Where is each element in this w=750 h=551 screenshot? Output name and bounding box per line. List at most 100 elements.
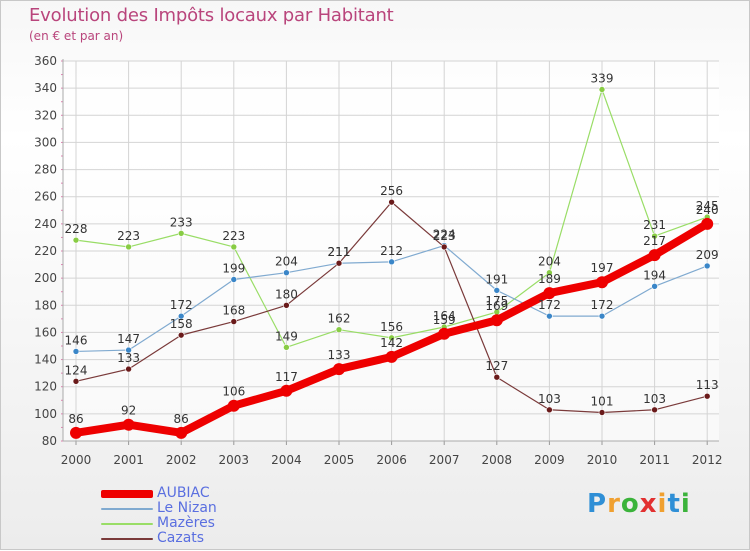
y-tick-label: 360 <box>34 54 57 68</box>
data-label-maz-res: 223 <box>117 229 140 243</box>
logo-letter: o <box>620 489 640 519</box>
data-point-le-nizan <box>230 276 238 283</box>
data-label-aubiac: 217 <box>643 234 666 248</box>
data-label-maz-res: 233 <box>170 215 193 229</box>
data-label-cazats: 211 <box>328 245 351 259</box>
data-point-maz-res <box>598 86 606 93</box>
legend-item-le-nizan: Le Nizan <box>101 501 217 516</box>
data-label-cazats: 103 <box>643 392 666 406</box>
data-point-cazats <box>703 392 711 400</box>
data-label-le-nizan: 212 <box>380 244 403 258</box>
x-tick-label: 2005 <box>324 453 355 467</box>
grid-layer <box>63 60 719 442</box>
data-label-maz-res: 175 <box>485 294 508 308</box>
data-label-aubiac: 197 <box>591 261 614 275</box>
y-tick-label: 320 <box>34 108 57 122</box>
data-point-cazats <box>125 365 132 373</box>
logo-letter: i <box>680 489 691 519</box>
chart-subtitle: (en € et par an) <box>29 29 124 43</box>
data-label-le-nizan: 194 <box>643 268 666 282</box>
data-label-maz-res: 204 <box>538 255 561 269</box>
y-tick-label: 240 <box>34 217 57 231</box>
y-tick-label: 120 <box>34 380 57 394</box>
data-point-le-nizan <box>177 312 185 320</box>
legend-swatch-aubiac <box>101 489 153 498</box>
data-label-le-nizan: 209 <box>696 248 719 262</box>
data-point-aubiac <box>175 426 188 439</box>
legend-item-cazats: Cazats <box>101 531 217 546</box>
data-label-maz-res: 228 <box>65 222 88 236</box>
logo-letter: i <box>657 489 668 519</box>
legend-swatch-mazeres <box>101 522 153 525</box>
y-tick-label: 140 <box>34 353 57 367</box>
data-label-cazats: 158 <box>170 317 193 331</box>
legend-label-cazats: Cazats <box>157 530 205 546</box>
x-tick-label: 2010 <box>587 453 618 467</box>
logo-letter: x <box>639 489 658 519</box>
y-tick-label: 100 <box>34 407 57 421</box>
legend: AUBIAC Le Nizan Mazères Cazats <box>101 486 217 546</box>
legend-label-le-nizan: Le Nizan <box>157 500 217 516</box>
data-label-le-nizan: 146 <box>65 333 88 347</box>
data-label-le-nizan: 172 <box>170 298 193 312</box>
data-point-cazats <box>598 409 606 416</box>
data-point-cazats <box>335 259 343 267</box>
data-label-aubiac: 92 <box>121 404 136 418</box>
data-point-maz-res <box>72 236 80 244</box>
data-label-maz-res: 245 <box>696 199 719 213</box>
data-label-le-nizan: 199 <box>222 262 245 276</box>
data-point-cazats <box>230 318 238 325</box>
y-tick-label: 180 <box>34 298 57 312</box>
data-point-le-nizan <box>598 312 606 320</box>
data-point-maz-res <box>177 230 185 237</box>
data-point-cazats <box>440 243 448 251</box>
data-label-maz-res: 162 <box>328 312 351 326</box>
data-label-le-nizan: 224 <box>433 228 456 242</box>
data-label-maz-res: 164 <box>433 309 456 323</box>
data-label-cazats: 168 <box>222 304 245 318</box>
y-tick-label: 80 <box>42 434 57 448</box>
data-point-aubiac <box>333 363 345 376</box>
data-point-aubiac <box>70 426 82 439</box>
data-label-maz-res: 149 <box>275 329 298 343</box>
data-label-cazats: 113 <box>696 378 719 392</box>
data-label-maz-res: 156 <box>380 320 403 334</box>
y-tick-label: 160 <box>34 325 57 339</box>
data-point-aubiac <box>701 217 714 230</box>
data-point-aubiac <box>543 287 556 300</box>
data-point-aubiac <box>122 418 135 431</box>
data-label-le-nizan: 172 <box>591 298 614 312</box>
legend-label-mazeres: Mazères <box>157 515 215 531</box>
axis-layer: 80 100 120 140 160 180 200 220 240 260 280 300 320 34… <box>34 54 722 467</box>
x-tick-label: 2000 <box>61 453 92 467</box>
data-point-cazats <box>177 331 185 339</box>
data-point-maz-res <box>651 232 658 240</box>
data-point-le-nizan <box>546 312 553 320</box>
x-tick-label: 2003 <box>219 453 250 467</box>
data-point-cazats <box>493 373 501 381</box>
x-tick-label: 2002 <box>166 453 197 467</box>
data-label-le-nizan: 204 <box>275 255 298 269</box>
data-point-maz-res <box>283 344 290 351</box>
data-label-maz-res: 223 <box>222 229 245 243</box>
data-label-le-nizan: 147 <box>117 332 140 346</box>
data-label-le-nizan: 211 <box>328 245 351 259</box>
y-tick-label: 220 <box>34 244 57 258</box>
chart-title: Evolution des Impôts locaux par Habitant <box>29 5 394 26</box>
data-point-le-nizan <box>493 287 501 294</box>
data-point-cazats <box>651 406 658 414</box>
logo-letter: r <box>607 489 621 519</box>
y-tick-label: 260 <box>34 190 57 204</box>
data-label-aubiac: 240 <box>696 203 719 217</box>
x-tick-label: 2008 <box>482 453 513 467</box>
data-point-cazats <box>388 198 395 206</box>
data-label-cazats: 103 <box>538 392 561 406</box>
y-tick-label: 340 <box>34 81 57 95</box>
data-point-aubiac <box>227 399 240 412</box>
data-point-cazats <box>546 406 553 414</box>
x-tick-label: 2009 <box>534 453 565 467</box>
data-point-aubiac <box>490 314 503 327</box>
x-tick-label: 2006 <box>376 453 407 467</box>
